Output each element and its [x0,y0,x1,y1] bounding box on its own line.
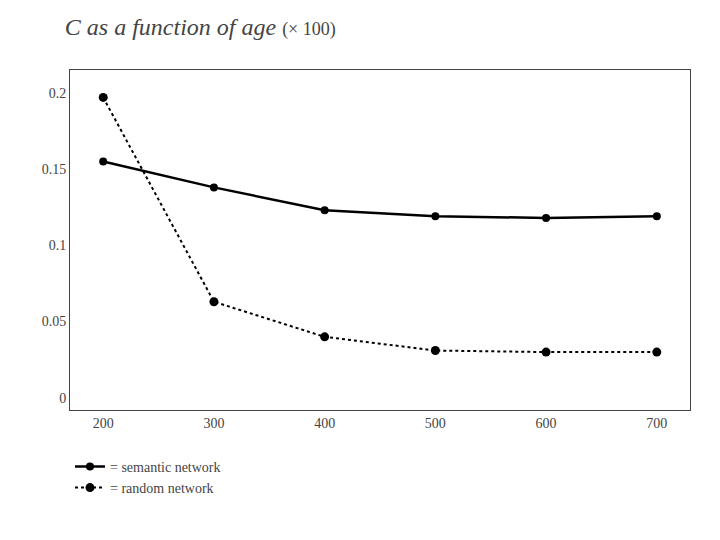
svg-text:700: 700 [646,416,667,431]
svg-text:C as a function of age (× 100): C as a function of age (× 100) [65,14,336,40]
svg-text:300: 300 [203,416,224,431]
svg-text:0.2: 0.2 [49,86,67,101]
svg-text:200: 200 [93,416,114,431]
svg-text:400: 400 [314,416,335,431]
svg-text:500: 500 [425,416,446,431]
svg-text:0: 0 [59,391,66,406]
svg-text:0.1: 0.1 [49,238,67,253]
svg-text:0.05: 0.05 [42,314,67,329]
svg-text:0.15: 0.15 [42,162,67,177]
svg-text:= random network: = random network [110,481,214,496]
svg-text:= semantic network: = semantic network [110,460,221,475]
svg-text:600: 600 [536,416,557,431]
